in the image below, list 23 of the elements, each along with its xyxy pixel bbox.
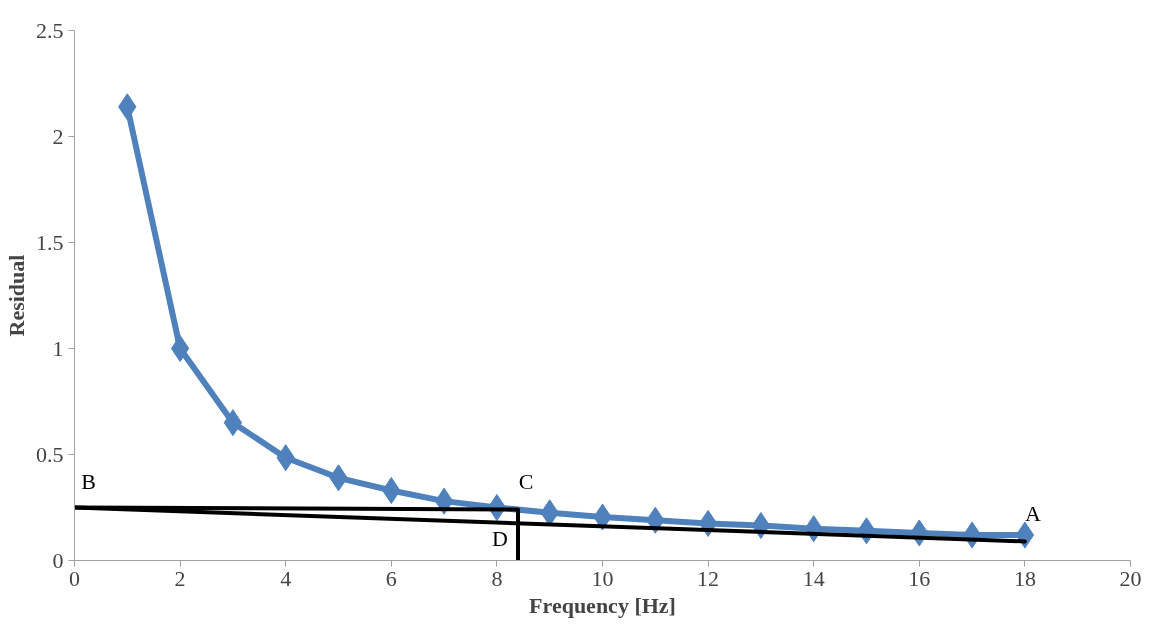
y-axis-title: Residual xyxy=(4,254,29,337)
x-tick-label: 10 xyxy=(591,565,614,591)
annotation: D xyxy=(492,526,508,551)
y-tick-label: 0.5 xyxy=(36,441,64,467)
x-tick-label: 2 xyxy=(174,565,186,591)
x-tick-label: 14 xyxy=(802,565,825,591)
y-tick-label: 0 xyxy=(52,547,64,573)
x-tick-label: 18 xyxy=(1013,565,1036,591)
x-tick-label: 12 xyxy=(697,565,720,591)
annotation: A xyxy=(1024,500,1041,526)
annotation: C xyxy=(518,469,534,495)
y-tick-label: 2 xyxy=(52,123,64,149)
y-tick-label: 2.5 xyxy=(36,17,64,43)
x-tick-label: 8 xyxy=(491,565,503,591)
x-tick-label: 0 xyxy=(69,565,80,591)
x-tick-label: 6 xyxy=(385,565,397,591)
x-tick-label: 16 xyxy=(908,565,931,591)
y-tick-label: 1.5 xyxy=(36,229,64,255)
x-axis-title: Frequency [Hz] xyxy=(529,592,676,618)
x-tick-label: 20 xyxy=(1119,565,1142,591)
y-tick-label: 1 xyxy=(52,335,64,361)
x-tick-label: 4 xyxy=(280,565,292,591)
annotation: B xyxy=(81,469,96,494)
